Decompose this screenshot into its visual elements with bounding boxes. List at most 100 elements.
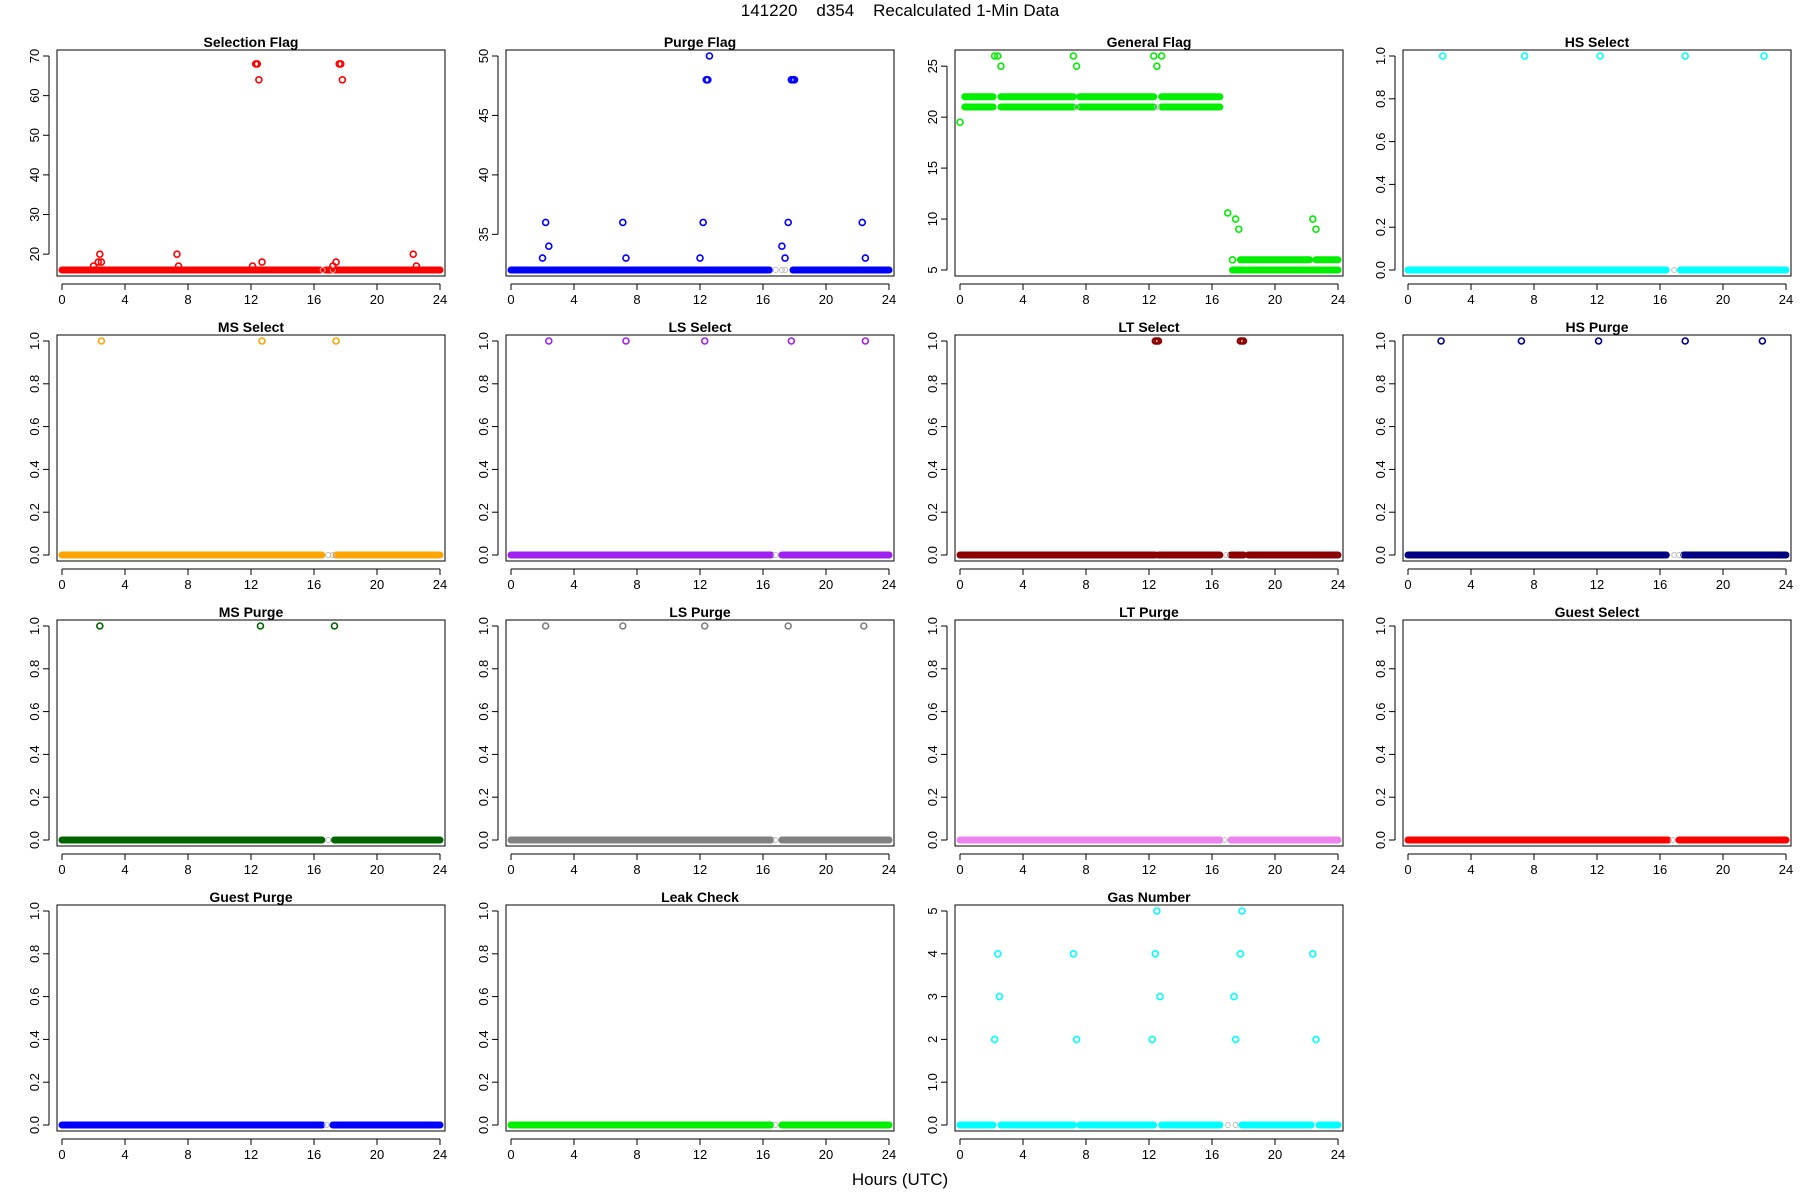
y-tick-label: 0.0 bbox=[476, 831, 491, 849]
data-point bbox=[1234, 225, 1243, 234]
data-point bbox=[174, 262, 183, 270]
x-tick-label: 20 bbox=[819, 577, 833, 592]
x-tick-label: 20 bbox=[370, 862, 384, 877]
data-point bbox=[700, 622, 709, 630]
y-tick-label: 0.6 bbox=[27, 418, 42, 436]
data-point bbox=[248, 262, 257, 270]
data-point bbox=[409, 250, 418, 258]
x-tick-label: 0 bbox=[1404, 292, 1411, 307]
x-tick-label: 20 bbox=[819, 862, 833, 877]
data-point bbox=[544, 337, 553, 345]
chart-panel-5: MS Select 0 4 8 12 16 20 24 0.0 0.2 0.4 0.6 0.8 1.0 bbox=[27, 319, 447, 592]
plot-frame bbox=[505, 619, 895, 847]
y-tick-label: 0.8 bbox=[476, 945, 491, 963]
y-tick-label: 0.6 bbox=[1373, 703, 1388, 721]
chart-panel-14: Leak Check 0 4 8 12 16 20 24 0.0 0.2 0.4 0.6 0.8 1.0 bbox=[476, 889, 896, 1162]
x-tick-label: 20 bbox=[370, 1147, 384, 1162]
y-tick-label: 0.0 bbox=[1373, 831, 1388, 849]
x-tick-label: 16 bbox=[756, 577, 770, 592]
y-tick-label: 0.4 bbox=[1373, 745, 1388, 763]
data-point bbox=[544, 242, 553, 251]
panel-title: Leak Check bbox=[661, 889, 739, 905]
x-tick-label: 12 bbox=[1590, 862, 1604, 877]
gap-marker bbox=[1224, 1122, 1231, 1128]
data-point bbox=[1238, 907, 1246, 915]
y-tick-label: 0.8 bbox=[27, 945, 42, 963]
gap-marker bbox=[772, 267, 779, 273]
x-tick-label: 12 bbox=[693, 292, 707, 307]
y-tick-label: 60 bbox=[27, 88, 42, 102]
x-tick-label: 0 bbox=[507, 577, 514, 592]
x-tick-label: 0 bbox=[507, 862, 514, 877]
x-tick-label: 16 bbox=[756, 862, 770, 877]
y-tick-label: 30 bbox=[27, 207, 42, 221]
x-tick-label: 24 bbox=[1779, 862, 1793, 877]
data-point bbox=[1760, 52, 1768, 60]
panel-title: General Flag bbox=[1107, 34, 1192, 50]
data-point bbox=[1594, 337, 1603, 345]
y-tick-label: 45 bbox=[476, 108, 491, 122]
x-tick-label: 16 bbox=[1653, 292, 1667, 307]
y-tick-label: 0.6 bbox=[27, 988, 42, 1006]
x-tick-label: 20 bbox=[1716, 292, 1730, 307]
x-tick-label: 8 bbox=[633, 862, 640, 877]
y-tick-label: 5 bbox=[925, 907, 940, 914]
x-tick-label: 16 bbox=[307, 292, 321, 307]
data-point bbox=[94, 258, 103, 266]
panel-title: HS Select bbox=[1565, 34, 1630, 50]
panel-title: LT Purge bbox=[1119, 604, 1179, 620]
plot-frame bbox=[56, 334, 446, 562]
gap-marker bbox=[1223, 552, 1230, 558]
x-tick-label: 4 bbox=[570, 577, 577, 592]
panel-title: Purge Flag bbox=[664, 34, 736, 50]
x-tick-label: 20 bbox=[819, 292, 833, 307]
x-tick-label: 12 bbox=[1142, 577, 1156, 592]
data-point bbox=[338, 75, 347, 84]
y-tick-label: 0.6 bbox=[925, 703, 940, 721]
x-tick-label: 12 bbox=[1142, 862, 1156, 877]
data-point bbox=[993, 949, 1002, 958]
chart-panel-9: MS Purge 0 4 8 12 16 20 24 0.0 0.2 0.4 0.6 0.8 1.0 bbox=[27, 604, 447, 877]
data-point bbox=[1236, 949, 1245, 958]
y-tick-label: 15 bbox=[925, 161, 940, 175]
y-tick-label: 0.2 bbox=[27, 788, 42, 806]
x-tick-label: 4 bbox=[1019, 862, 1026, 877]
x-tick-label: 12 bbox=[244, 1147, 258, 1162]
y-tick-label: 0.6 bbox=[925, 418, 940, 436]
x-tick-label: 8 bbox=[184, 292, 191, 307]
y-tick-label: 0.0 bbox=[476, 1116, 491, 1134]
data-point bbox=[1151, 949, 1160, 958]
data-point bbox=[97, 337, 106, 345]
y-tick-label: 0.0 bbox=[1373, 261, 1388, 279]
gap-marker bbox=[1073, 103, 1080, 110]
plot-frame bbox=[954, 49, 1344, 277]
x-tick-label: 12 bbox=[244, 292, 258, 307]
x-tick-label: 24 bbox=[1779, 292, 1793, 307]
x-tick-label: 12 bbox=[244, 862, 258, 877]
x-tick-label: 8 bbox=[1082, 1147, 1089, 1162]
x-tick-label: 8 bbox=[1530, 577, 1537, 592]
data-point bbox=[778, 242, 786, 251]
gap-marker bbox=[782, 267, 789, 273]
y-tick-label: 0.4 bbox=[1373, 460, 1388, 478]
x-tick-label: 0 bbox=[58, 292, 65, 307]
y-tick-label: 40 bbox=[27, 168, 42, 182]
y-tick-label: 1.0 bbox=[1373, 47, 1388, 65]
y-tick-label: 1.0 bbox=[27, 332, 42, 350]
x-tick-label: 20 bbox=[370, 292, 384, 307]
x-axis-label: Hours (UTC) bbox=[851, 1170, 949, 1189]
data-point bbox=[336, 60, 345, 68]
chart-panel-4: HS Select 0 4 8 12 16 20 24 0.0 0.2 0.4 0.6 0.8 1.0 bbox=[1373, 34, 1793, 307]
data-point bbox=[1308, 215, 1317, 223]
data-point bbox=[89, 262, 98, 270]
plot-frame bbox=[505, 904, 895, 1132]
x-tick-label: 4 bbox=[1019, 1147, 1026, 1162]
data-point bbox=[330, 622, 339, 630]
data-point bbox=[956, 118, 964, 127]
data-point bbox=[700, 337, 709, 345]
x-tick-label: 12 bbox=[1142, 1147, 1156, 1162]
y-tick-label: 0.4 bbox=[476, 745, 491, 763]
y-tick-label: 50 bbox=[27, 128, 42, 142]
y-tick-label: 1.0 bbox=[1373, 332, 1388, 350]
y-tick-label: 25 bbox=[925, 59, 940, 73]
